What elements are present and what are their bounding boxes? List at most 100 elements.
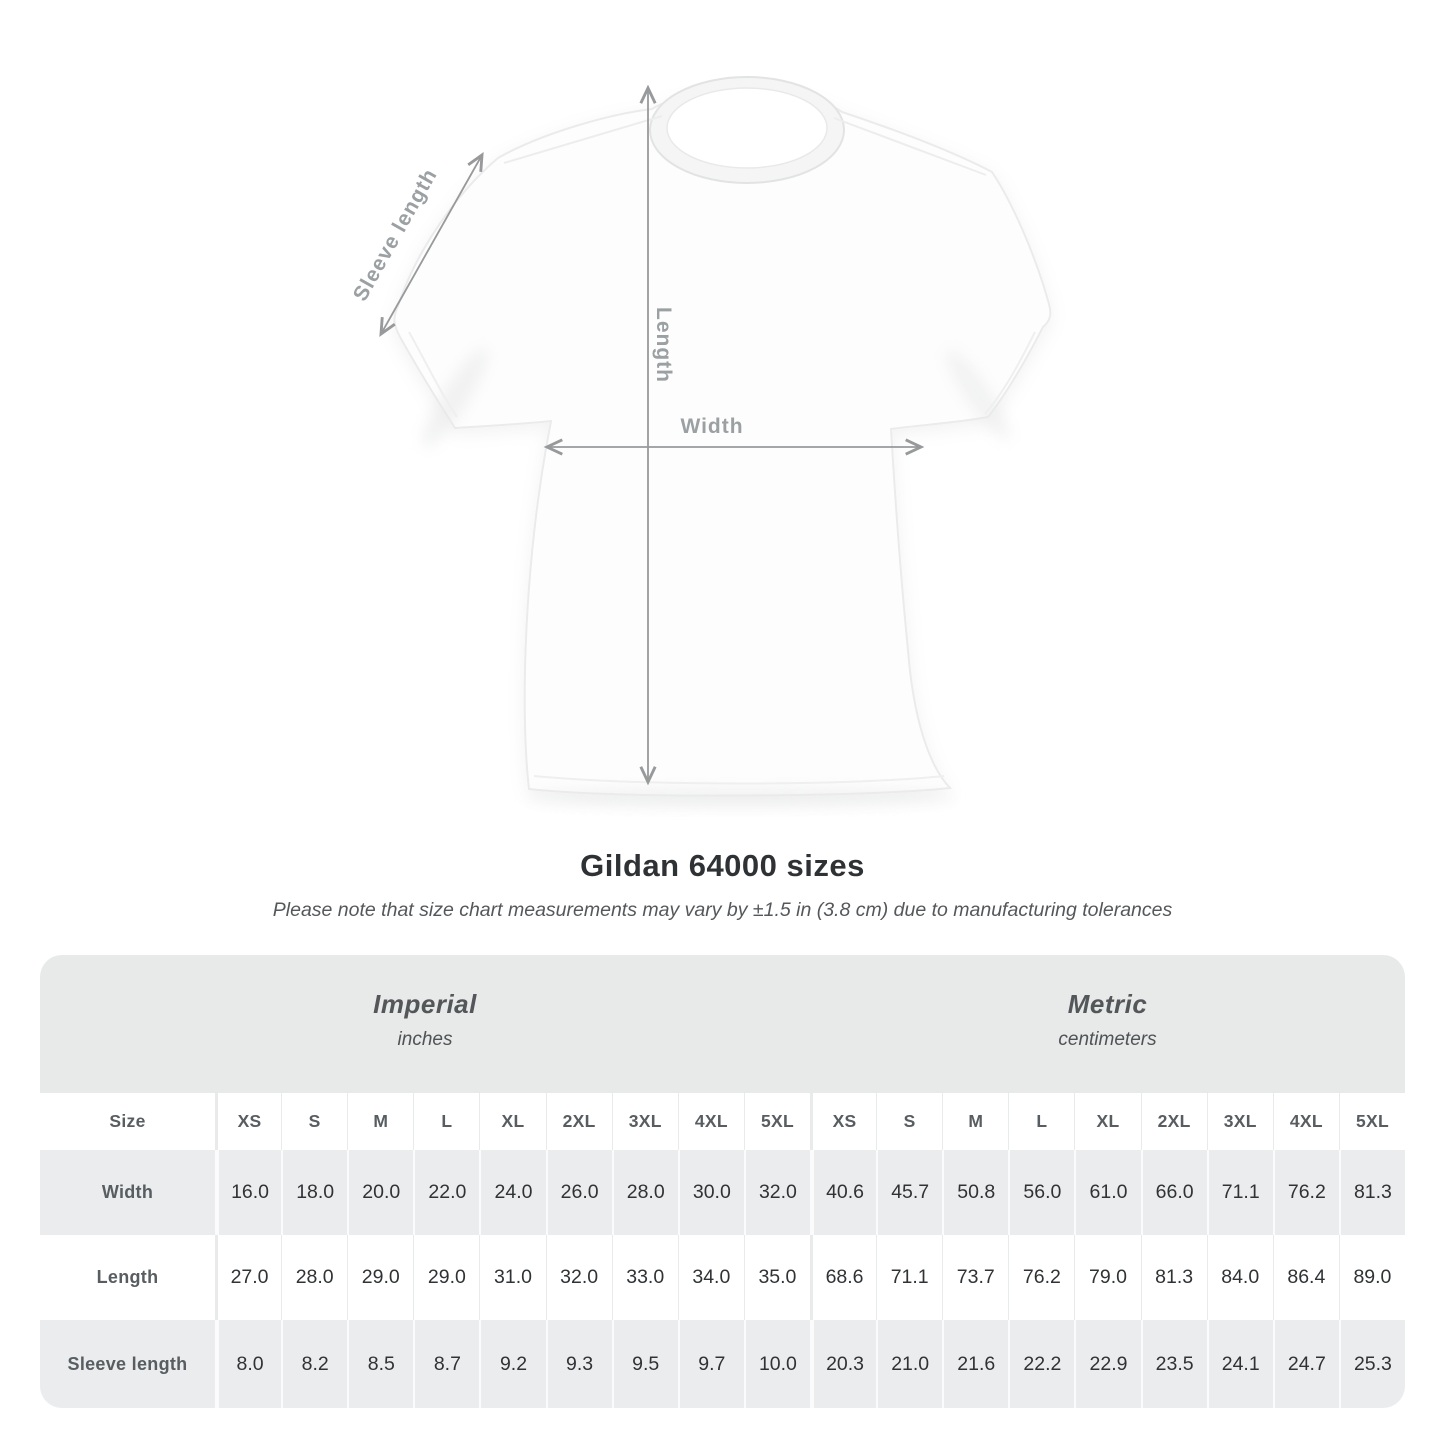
metric-value-cell: 22.9: [1074, 1320, 1141, 1408]
metric-value-cell: 73.7: [942, 1235, 1009, 1320]
imperial-value-cell: 9.5: [611, 1320, 678, 1408]
metric-label: Metric: [1067, 989, 1148, 1019]
metric-value-cell: 21.0: [876, 1320, 943, 1408]
size-col-header: 3XL: [1206, 1093, 1273, 1150]
imperial-value-cell: 28.0: [281, 1235, 348, 1320]
unit-group-imperial: Imperial inches: [40, 955, 810, 1093]
imperial-value-cell: 20.0: [347, 1150, 414, 1235]
size-col-header: XS: [810, 1093, 877, 1150]
tolerance-note: Please note that size chart measurements…: [272, 899, 1173, 921]
metric-value-cell: 76.2: [1272, 1150, 1339, 1235]
size-col-header: M: [347, 1093, 414, 1150]
imperial-value-cell: 31.0: [479, 1235, 546, 1320]
shoulder-seam-left: [503, 115, 663, 164]
metric-value-cell: 86.4: [1272, 1235, 1339, 1320]
size-col-header: 2XL: [545, 1093, 612, 1150]
measurement-arrows: [379, 84, 925, 786]
size-col-header: XS: [215, 1093, 282, 1150]
imperial-value-cell: 32.0: [545, 1235, 612, 1320]
size-col-header: 5XL: [743, 1093, 810, 1150]
imperial-value-cell: 10.0: [743, 1320, 810, 1408]
imperial-value-cell: 28.0: [611, 1150, 678, 1235]
imperial-value-cell: 16.0: [215, 1150, 282, 1235]
metric-value-cell: 20.3: [810, 1320, 877, 1408]
imperial-label: Imperial: [373, 989, 477, 1019]
imperial-value-cell: 18.0: [281, 1150, 348, 1235]
imperial-value-cell: 27.0: [215, 1235, 282, 1320]
imperial-value-cell: 22.0: [413, 1150, 480, 1235]
metric-value-cell: 40.6: [810, 1150, 877, 1235]
metric-value-cell: 25.3: [1338, 1320, 1405, 1408]
metric-value-cell: 66.0: [1140, 1150, 1207, 1235]
size-col-header: L: [413, 1093, 480, 1150]
tshirt-measurement-diagram: Width Length Sleeve length: [349, 76, 1052, 806]
size-table: Imperial inches Metric centimeters Size X…: [40, 955, 1405, 1408]
metric-value-cell: 24.1: [1206, 1320, 1273, 1408]
imperial-value-cell: 8.7: [413, 1320, 480, 1408]
imperial-value-cell: 8.2: [281, 1320, 348, 1408]
metric-value-cell: 45.7: [876, 1150, 943, 1235]
imperial-value-cell: 8.5: [347, 1320, 414, 1408]
metric-value-cell: 81.3: [1140, 1235, 1207, 1320]
page-title: Gildan 64000 sizes: [580, 848, 865, 883]
metric-unit-label: centimeters: [1058, 1029, 1157, 1050]
imperial-value-cell: 32.0: [743, 1150, 810, 1235]
metric-value-cell: 84.0: [1206, 1235, 1273, 1320]
size-col-header: 4XL: [677, 1093, 744, 1150]
metric-value-cell: 22.2: [1008, 1320, 1075, 1408]
size-col-header: XL: [479, 1093, 546, 1150]
size-col-header: 5XL: [1338, 1093, 1405, 1150]
metric-value-cell: 76.2: [1008, 1235, 1075, 1320]
row-label: Length: [40, 1235, 215, 1320]
imperial-value-cell: 29.0: [347, 1235, 414, 1320]
metric-value-cell: 81.3: [1338, 1150, 1405, 1235]
imperial-unit-label: inches: [397, 1029, 453, 1050]
tshirt-photo: [393, 76, 1052, 806]
sleeve-length-arrow: [379, 152, 484, 337]
metric-value-cell: 89.0: [1338, 1235, 1405, 1320]
size-col-header: L: [1008, 1093, 1075, 1150]
metric-value-cell: 56.0: [1008, 1150, 1075, 1235]
size-col-header: S: [876, 1093, 943, 1150]
collar-inner: [666, 87, 828, 169]
metric-value-cell: 50.8: [942, 1150, 1009, 1235]
row-label: Width: [40, 1150, 215, 1235]
imperial-value-cell: 9.7: [677, 1320, 744, 1408]
sleeve-hem-right: [984, 331, 1036, 415]
imperial-value-cell: 8.0: [215, 1320, 282, 1408]
unit-group-metric: Metric centimeters: [810, 955, 1405, 1093]
width-label: Width: [680, 415, 743, 438]
size-row-header: Size: [40, 1093, 215, 1150]
shoulder-seam-right: [833, 117, 987, 176]
sleeve-hem-left: [408, 331, 458, 418]
size-col-header: XL: [1074, 1093, 1141, 1150]
size-col-header: 2XL: [1140, 1093, 1207, 1150]
metric-value-cell: 68.6: [810, 1235, 877, 1320]
sleeve-shadow-left: [422, 348, 488, 448]
size-col-header: S: [281, 1093, 348, 1150]
bottom-hem-seam: [533, 775, 945, 785]
metric-value-cell: 21.6: [942, 1320, 1009, 1408]
imperial-value-cell: 35.0: [743, 1235, 810, 1320]
metric-value-cell: 71.1: [1206, 1150, 1273, 1235]
hem-shadow: [525, 788, 955, 806]
imperial-value-cell: 26.0: [545, 1150, 612, 1235]
metric-value-cell: 23.5: [1140, 1320, 1207, 1408]
metric-value-cell: 71.1: [876, 1235, 943, 1320]
imperial-value-cell: 24.0: [479, 1150, 546, 1235]
size-col-header: 4XL: [1272, 1093, 1339, 1150]
length-label: Length: [652, 307, 675, 383]
metric-value-cell: 24.7: [1272, 1320, 1339, 1408]
imperial-value-cell: 34.0: [677, 1235, 744, 1320]
metric-value-cell: 61.0: [1074, 1150, 1141, 1235]
metric-value-cell: 79.0: [1074, 1235, 1141, 1320]
imperial-value-cell: 9.2: [479, 1320, 546, 1408]
imperial-value-cell: 30.0: [677, 1150, 744, 1235]
imperial-value-cell: 9.3: [545, 1320, 612, 1408]
row-label: Sleeve length: [40, 1320, 215, 1408]
imperial-value-cell: 33.0: [611, 1235, 678, 1320]
imperial-value-cell: 29.0: [413, 1235, 480, 1320]
size-col-header: 3XL: [611, 1093, 678, 1150]
sleeve-shadow-right: [946, 349, 1010, 441]
